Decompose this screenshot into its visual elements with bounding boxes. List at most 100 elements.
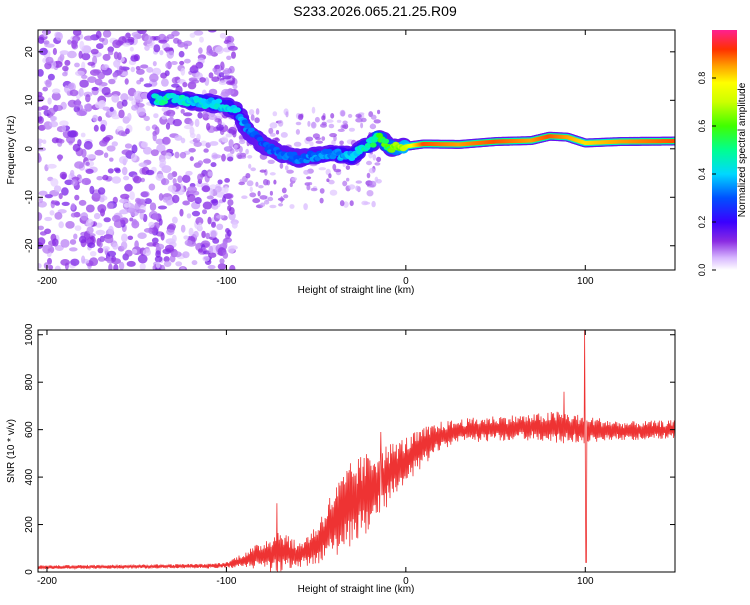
spectrogram-noise-blob: [311, 106, 316, 114]
spectrogram-noise-blob: [216, 124, 224, 131]
spectrogram-noise-blob: [98, 82, 108, 87]
spectrogram-noise-blob: [153, 113, 159, 119]
spectrogram-y-tick-label: -10: [24, 190, 35, 205]
spectrogram-noise-blob: [217, 179, 223, 185]
spectrogram-noise-blob: [81, 61, 86, 70]
spectrogram-noise-blob: [120, 93, 129, 102]
spectrogram-noise-blob: [113, 51, 119, 60]
spectrogram-noise-blob: [79, 79, 89, 88]
spectrogram-noise-blob: [318, 167, 327, 171]
spectrogram-noise-blob: [111, 141, 119, 147]
spectrogram-noise-blob: [102, 30, 112, 38]
spectrogram-noise-blob: [202, 255, 210, 262]
spectrogram-noise-blob: [85, 94, 91, 103]
spectrogram-noise-blob: [138, 162, 148, 167]
spectrogram-noise-blob: [60, 239, 70, 248]
spectrogram-noise-blob: [247, 155, 253, 159]
spectrogram-noise-blob: [360, 122, 364, 129]
spectrogram-noise-blob: [159, 264, 166, 270]
spectrogram-noise-blob: [270, 132, 276, 137]
spectrogram-y-tick-label: 10: [24, 94, 35, 106]
spectrogram-noise-blob: [97, 204, 107, 213]
spectrogram-noise-blob: [216, 223, 224, 230]
spectrogram-noise-blob: [123, 202, 131, 208]
spectrogram-noise-blob: [103, 217, 111, 223]
spectrogram-noise-blob: [91, 86, 99, 91]
spectrogram-noise-blob: [85, 204, 95, 213]
spectrogram-noise-blob: [97, 116, 103, 122]
spectrogram-noise-blob: [96, 176, 103, 181]
spectrogram-noise-blob: [339, 200, 345, 207]
spectrogram-noise-blob: [97, 247, 104, 254]
spectrogram-noise-blob: [183, 124, 193, 130]
spectrogram-noise-blob: [227, 245, 235, 254]
snr-y-tick-label: 800: [24, 373, 35, 390]
spectrogram-noise-blob: [54, 245, 64, 251]
spectrogram-noise-blob: [171, 83, 180, 88]
spectrogram-noise-blob: [191, 64, 197, 71]
spectrogram-noise-blob: [269, 172, 276, 176]
spectrogram-noise-blob: [107, 51, 114, 56]
spectrogram-noise-blob: [129, 191, 135, 201]
spectrogram-noise-blob: [180, 109, 185, 114]
spectrogram-noise-blob: [285, 165, 289, 171]
spectrogram-noise-blob: [355, 117, 363, 123]
snr-x-tick-label: 100: [577, 576, 594, 587]
spectrogram-noise-blob: [248, 109, 255, 116]
spectrogram-y-tick-label: 20: [24, 46, 35, 58]
spectrogram-noise-blob: [65, 221, 75, 229]
spectrogram-noise-blob: [355, 180, 362, 184]
snr-y-ticks: 0 200 400 600 800 1000: [24, 323, 675, 575]
spectrogram-noise-blob: [38, 116, 44, 124]
spectrogram-noise-blob: [118, 109, 125, 119]
spectrogram-noise-blob: [85, 168, 94, 174]
spectrogram-noise-blob: [203, 158, 211, 164]
spectrogram-noise-blob: [167, 185, 177, 192]
spectrogram-noise-blob: [108, 225, 114, 235]
spectrogram-noise-blob: [258, 185, 264, 189]
spectrogram-noise-blob: [339, 109, 346, 117]
spectrogram-noise-blob: [130, 66, 136, 73]
spectrogram-x-label: Height of straight line (km): [298, 285, 415, 296]
spectrogram-noise-blob: [211, 204, 219, 210]
spectrogram-noise-blob: [44, 194, 53, 199]
spectrogram-noise-blob: [162, 136, 171, 145]
spectrogram-noise-blob: [135, 209, 146, 214]
spectrogram-noise-blob: [101, 86, 111, 96]
spectrogram-noise-blob: [165, 122, 171, 130]
spectrogram-noise-blob: [184, 43, 189, 50]
spectrogram-noise-blob: [156, 144, 166, 153]
spectrogram-noise-blob: [297, 113, 304, 121]
spectrogram-noise-blob: [75, 70, 85, 77]
spectrogram-noise-blob: [363, 201, 371, 205]
spectrogram-noise-blob: [289, 204, 295, 209]
spectrogram-noise-blob: [43, 40, 50, 45]
spectrogram-noise-blob: [133, 176, 142, 184]
spectrogram-noise-blob: [194, 118, 200, 128]
spectrogram-noise-blob: [123, 175, 130, 181]
spectrogram-noise-blob: [221, 153, 226, 162]
spectrogram-noise-blob: [328, 123, 335, 129]
spectrogram-noise-blob: [112, 72, 119, 78]
spectrogram-noise-blob: [259, 169, 266, 173]
spectrogram-noise-blob: [99, 140, 108, 147]
spectrogram-noise-blob: [369, 180, 377, 188]
spectrogram-noise-blob: [182, 82, 188, 88]
spectrogram-noise-blob: [121, 166, 128, 176]
spectrogram-noise-blob: [215, 214, 225, 219]
snr-panel: -200 -100 0 100 0 200 400 600 800 1000 Height of…: [6, 323, 676, 595]
spectrogram-noise-blob: [175, 261, 183, 267]
spectrogram-noise-blob: [83, 35, 94, 41]
spectrogram-noise-blob: [131, 248, 138, 254]
spectrogram-noise-blob: [127, 235, 134, 240]
spectrogram-noise-blob: [198, 248, 203, 253]
spectrogram-noise-blob: [47, 73, 55, 81]
spectrogram-noise-blob: [169, 254, 176, 263]
spectrogram-noise-blob: [166, 34, 175, 40]
spectrogram-noise-blob: [332, 163, 337, 171]
spectrogram-noise-blob: [111, 258, 121, 265]
spectrogram-noise-blob: [59, 50, 69, 55]
spectrogram-noise-blob: [86, 154, 97, 159]
spectrogram-noise-blob: [189, 132, 196, 139]
